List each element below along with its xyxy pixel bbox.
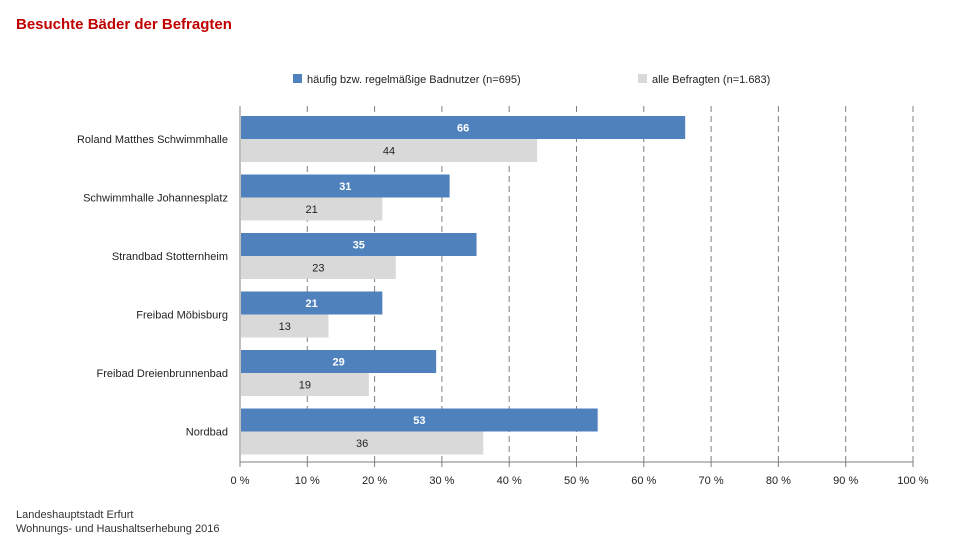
data-label: 21 (306, 298, 318, 310)
bar (241, 373, 369, 396)
legend-label: alle Befragten (n=1.683) (652, 74, 770, 86)
bar (241, 116, 686, 139)
x-tick-label: 40 % (497, 475, 522, 487)
bar (241, 174, 450, 198)
x-tick-label: 100 % (897, 475, 928, 487)
x-tick-label: 60 % (631, 475, 656, 487)
data-label: 31 (339, 181, 351, 193)
bar (241, 431, 484, 455)
bar (241, 256, 396, 279)
bar (241, 350, 437, 373)
bar (241, 139, 538, 162)
category-label: Roland Matthes Schwimmhalle (77, 134, 228, 146)
data-label: 66 (457, 123, 469, 135)
source-line-2: Wohnungs- und Haushaltserhebung 2016 (16, 523, 220, 535)
bar (241, 233, 477, 256)
bar (241, 291, 383, 315)
data-label: 29 (332, 357, 344, 369)
legend-label: häufig bzw. regelmäßige Badnutzer (n=695… (307, 74, 521, 86)
data-label: 13 (279, 321, 291, 333)
data-label: 19 (299, 380, 311, 392)
x-tick-label: 0 % (231, 475, 250, 487)
bar (241, 408, 598, 432)
chart-title: Besuchte Bäder der Befragten (16, 16, 232, 33)
data-label: 35 (353, 240, 365, 252)
legend-swatch (638, 74, 647, 83)
legend-swatch (293, 74, 302, 83)
bar (241, 197, 383, 221)
data-label: 53 (413, 415, 425, 427)
x-tick-label: 30 % (429, 475, 454, 487)
legend: häufig bzw. regelmäßige Badnutzer (n=695… (293, 74, 770, 86)
x-tick-label: 80 % (766, 475, 791, 487)
data-label: 21 (306, 204, 318, 216)
category-labels: Roland Matthes Schwimmhalle Schwimmhalle … (77, 134, 228, 439)
category-label: Nordbad (186, 427, 228, 439)
source-line-1: Landeshauptstadt Erfurt (16, 509, 134, 521)
category-label: Strandbad Stotternheim (112, 251, 228, 263)
data-label: 36 (356, 438, 368, 450)
x-axis: 0 % 10 % 20 % 30 % 40 % 50 % 60 % 70 % 80 % 90 % 1… (231, 106, 929, 487)
x-tick-label: 90 % (833, 475, 858, 487)
x-tick-label: 50 % (564, 475, 589, 487)
x-tick-label: 70 % (699, 475, 724, 487)
x-tick-label: 20 % (362, 475, 387, 487)
bars: 66 44 31 21 35 23 21 13 29 19 53 36 (241, 116, 686, 455)
data-label: 44 (383, 146, 395, 158)
source-note: Landeshauptstadt Erfurt Wohnungs- und Ha… (16, 508, 219, 536)
category-label: Freibad Dreienbrunnenbad (97, 368, 228, 380)
x-tick-label: 10 % (295, 475, 320, 487)
data-label: 23 (312, 263, 324, 275)
category-label: Schwimmhalle Johannesplatz (83, 193, 228, 205)
category-label: Freibad Möbisburg (136, 310, 228, 322)
bar (241, 314, 329, 338)
